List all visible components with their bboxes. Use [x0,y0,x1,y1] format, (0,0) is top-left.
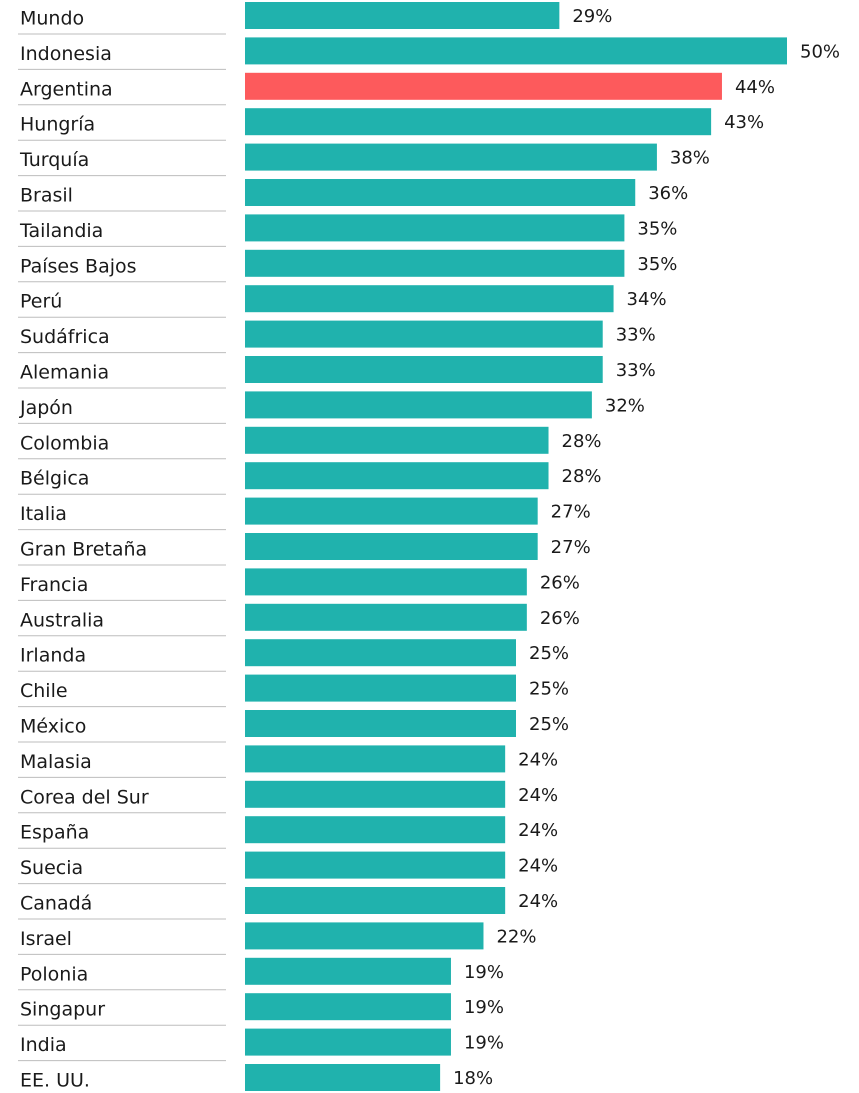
category-label: Singapur [20,999,105,1021]
bar [245,497,538,525]
category-label: Chile [20,680,68,702]
category-label: Canadá [20,893,92,915]
category-label: Indonesia [20,43,112,65]
value-label: 38% [670,148,710,169]
category-label: Irlanda [20,645,86,667]
value-label: 24% [518,785,558,806]
category-label: Bélgica [20,468,89,490]
category-label: Hungría [20,114,95,136]
bar [245,816,506,844]
category-label: Países Bajos [20,255,137,277]
value-label: 28% [562,431,602,452]
bar [245,108,712,136]
bar [245,957,451,985]
category-label: Gran Bretaña [20,539,147,561]
value-label: 24% [518,820,558,841]
value-label: 24% [518,749,558,770]
value-label: 19% [464,1033,504,1054]
value-label: 24% [518,891,558,912]
bar [245,143,657,171]
category-label: Turquía [19,149,89,171]
bar [245,1064,441,1091]
bar [245,426,549,454]
bar [245,568,527,596]
value-label: 35% [637,218,677,239]
bar [245,851,506,879]
bar [245,745,506,773]
category-label: EE. UU. [20,1070,90,1092]
category-label: Mundo [20,8,84,30]
value-label: 25% [529,679,569,700]
bar [245,320,603,348]
category-label: Sudáfrica [20,326,110,348]
bar [245,249,625,277]
bar [245,391,592,419]
category-label: Tailandia [19,220,103,242]
value-label: 19% [464,962,504,983]
category-label: Alemania [20,362,109,384]
value-label: 50% [800,41,840,62]
bar [245,639,516,667]
bar [245,533,538,560]
value-label: 34% [627,289,667,310]
category-label: Francia [20,574,88,596]
value-label: 36% [648,183,688,204]
category-label: México [20,716,86,738]
value-label: 35% [637,254,677,275]
value-label: 33% [616,360,656,381]
bar [245,356,603,383]
bar [245,993,451,1021]
value-label: 18% [453,1068,493,1089]
bar [245,922,484,950]
value-label: 25% [529,643,569,664]
bar [245,37,787,65]
bar [245,462,549,490]
category-label: Colombia [20,432,109,454]
category-label: Perú [20,291,62,313]
value-label: 24% [518,856,558,877]
bar [245,780,506,808]
bar [245,1028,451,1056]
value-label: 32% [605,395,645,416]
value-label: 43% [724,112,764,133]
category-label: Corea del Sur [20,786,149,808]
value-label: 22% [496,926,536,947]
bar [245,179,636,206]
value-label: 27% [551,537,591,558]
bar [245,72,722,100]
category-label: Brasil [20,185,73,207]
category-label: Japón [19,397,73,419]
bar [245,2,560,29]
value-label: 29% [572,6,612,27]
category-label: Argentina [20,78,113,100]
value-label: 26% [540,608,580,629]
value-label: 27% [551,502,591,523]
bar [245,214,625,242]
bar [245,285,614,313]
category-label: India [20,1034,67,1056]
bar [245,710,516,737]
value-label: 28% [562,466,602,487]
category-label: Italia [20,503,67,525]
bar [245,603,527,631]
value-label: 44% [735,77,775,98]
value-label: 26% [540,572,580,593]
value-label: 25% [529,714,569,735]
category-label: Malasia [20,751,92,773]
category-label: Australia [20,609,104,631]
value-label: 33% [616,325,656,346]
category-label: España [20,822,89,844]
category-label: Israel [20,928,72,950]
bar [245,674,516,702]
bar [245,887,506,914]
value-label: 19% [464,997,504,1018]
category-label: Polonia [20,963,88,985]
category-label: Suecia [20,857,83,879]
